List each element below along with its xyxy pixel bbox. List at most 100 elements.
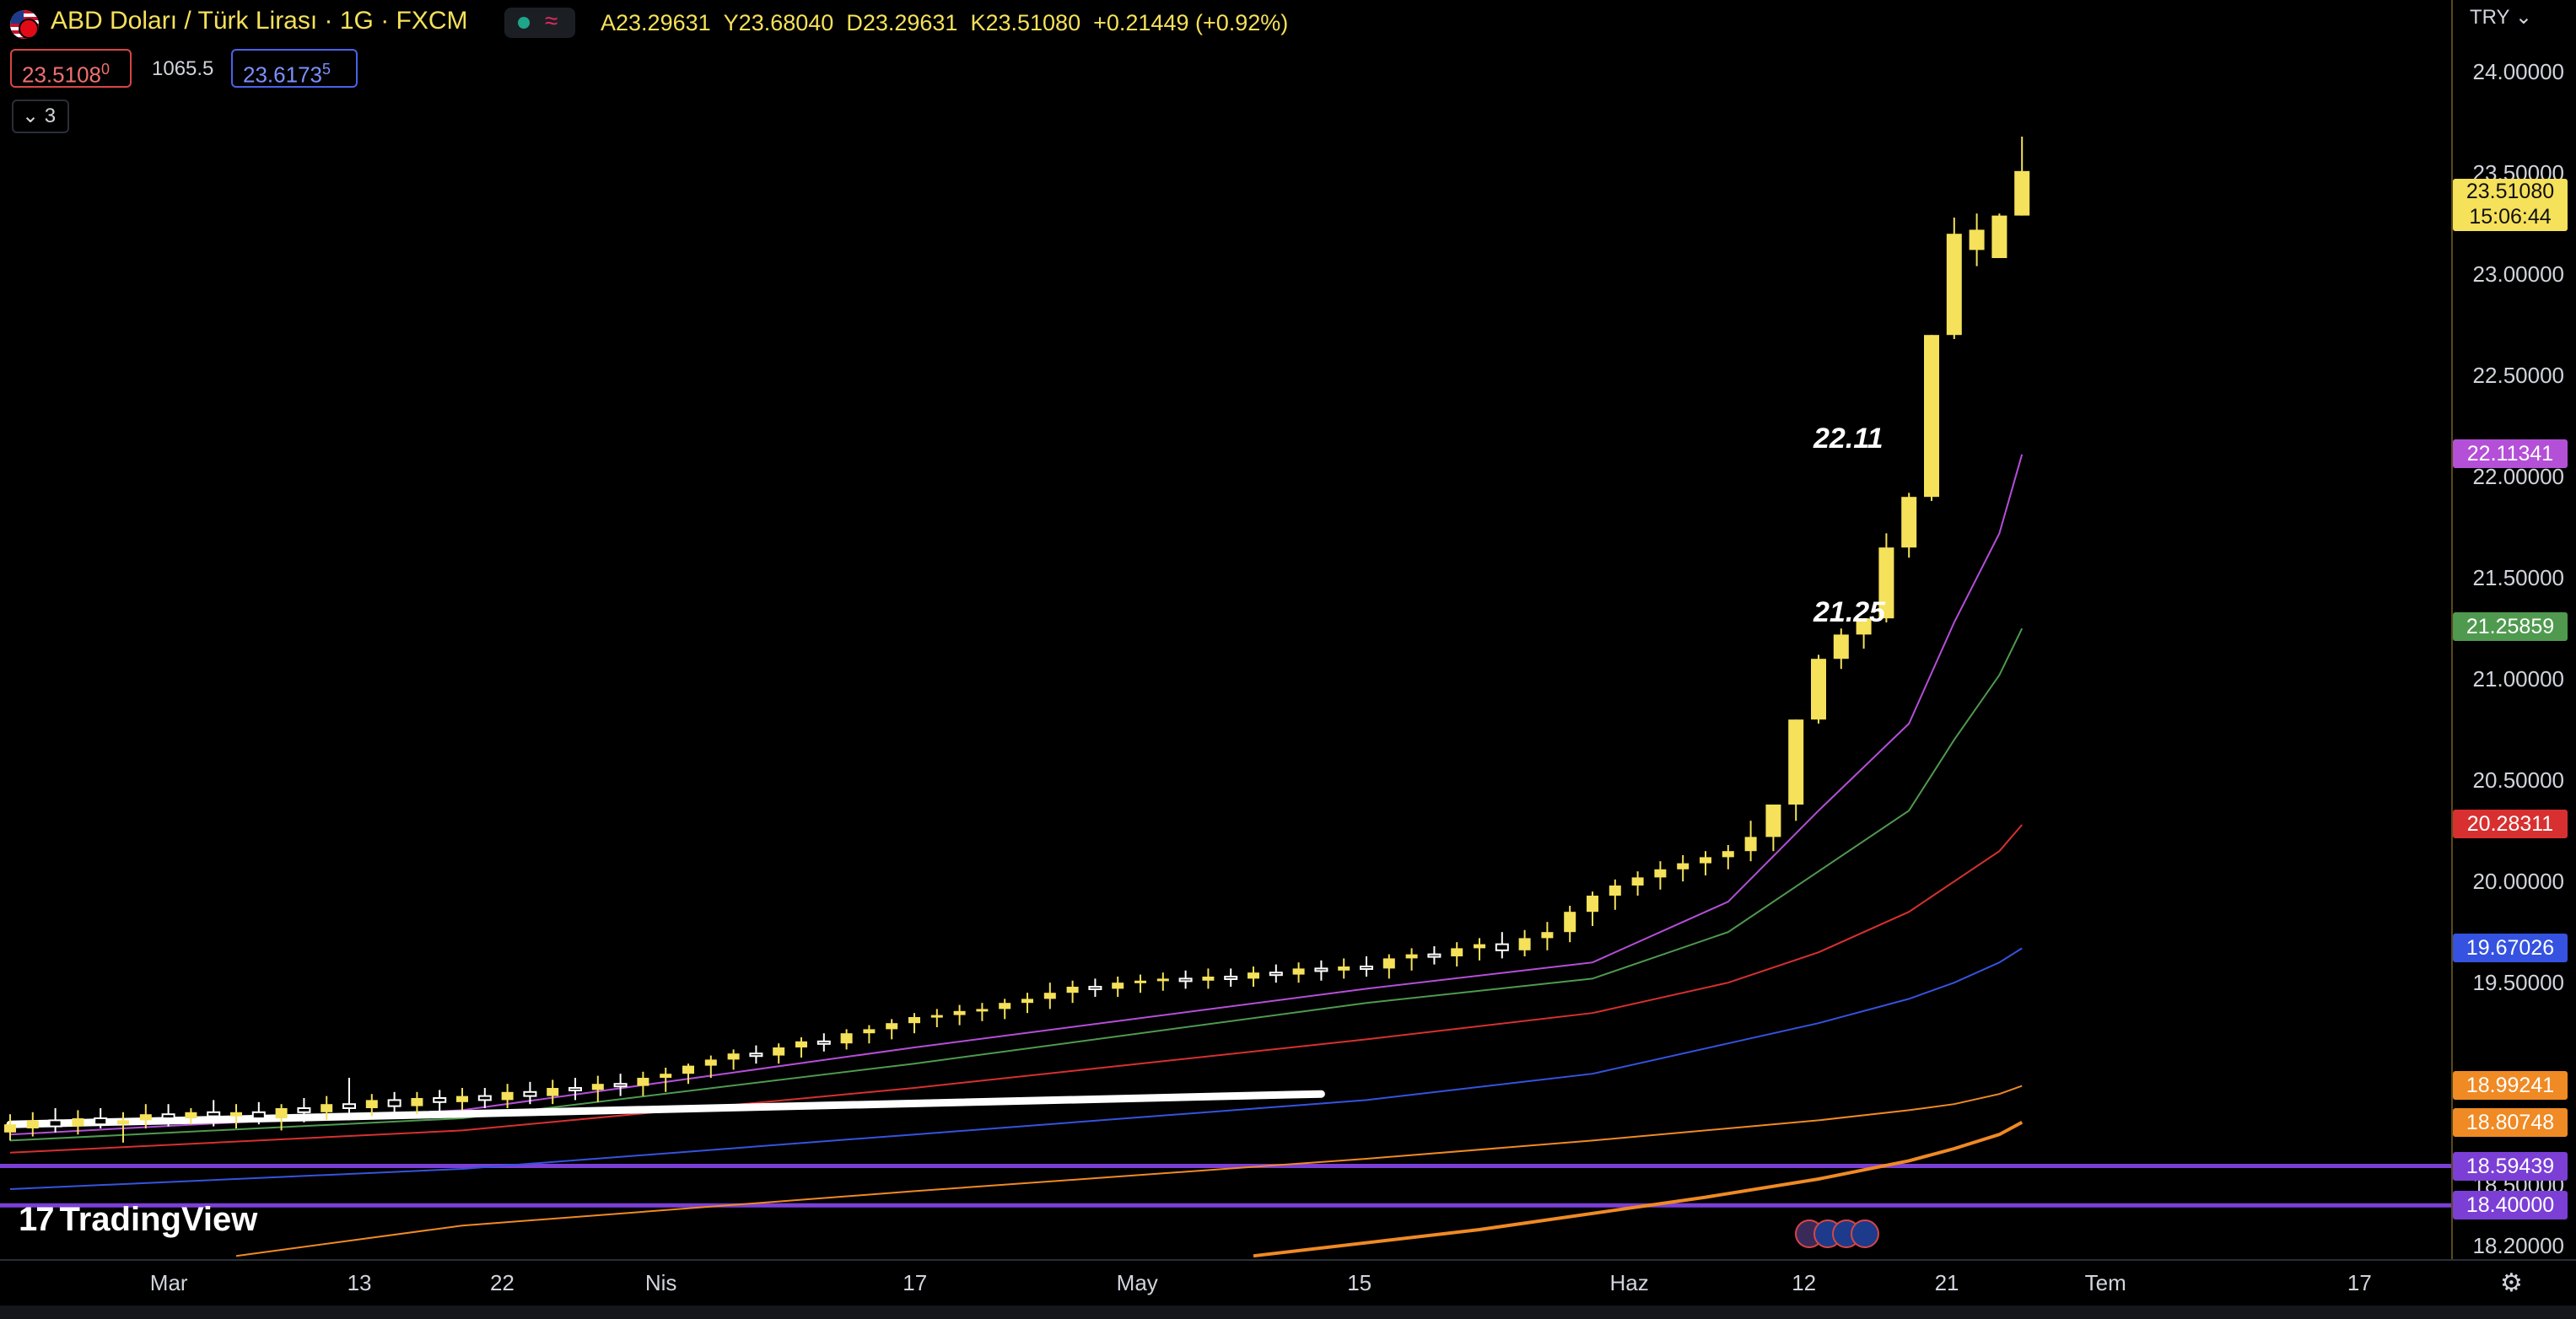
candle-body	[1788, 719, 1804, 805]
candle-body	[1178, 977, 1193, 983]
candle-body	[1833, 634, 1849, 660]
usd-try-flag-icon	[10, 10, 39, 39]
event-flag-icon[interactable]	[1851, 1219, 1879, 1248]
current-price-tag: 23.51080 15:06:44	[2453, 179, 2568, 231]
bottom-toolbar	[0, 1306, 2576, 1319]
candle-body	[999, 1003, 1011, 1009]
candle-body	[749, 1053, 763, 1058]
candle-body	[1811, 659, 1826, 720]
economic-events-markers[interactable]	[1795, 1219, 1879, 1250]
candle-body	[1969, 229, 1985, 250]
candle-body	[1382, 958, 1395, 969]
candle-body	[1451, 948, 1463, 956]
candle-body	[1631, 877, 1644, 886]
symbol-title[interactable]: ABD Doları / Türk Lirası · 1G · FXCM	[51, 7, 468, 35]
candle-body	[477, 1095, 492, 1101]
candle-body	[1924, 335, 1939, 498]
candle-body	[456, 1096, 468, 1102]
candle-body	[321, 1104, 333, 1112]
candle-body	[297, 1107, 311, 1113]
candle-body	[1765, 805, 1781, 837]
candle-body	[863, 1029, 876, 1034]
candle-body	[1654, 869, 1667, 878]
moving-average-line	[9, 454, 2024, 1136]
candle-body	[1021, 999, 1033, 1004]
candle-body	[230, 1112, 242, 1117]
y-tick-label: 18.20000	[2472, 1233, 2564, 1259]
trend-line	[6, 1090, 1325, 1128]
moving-average-line	[9, 947, 2023, 1190]
x-tick-label: Nis	[644, 1270, 677, 1295]
y-tick-label: 22.50000	[2472, 363, 2564, 389]
x-tick-label: 17	[903, 1270, 928, 1295]
candle-body	[1405, 954, 1418, 959]
candle-body	[1112, 983, 1124, 989]
candle-body	[1946, 234, 1962, 336]
price-level-tag: 22.11341	[2453, 439, 2568, 468]
candle-body	[161, 1113, 175, 1119]
buy-button[interactable]: 23.61735	[231, 49, 358, 88]
candle-body	[387, 1099, 401, 1107]
candle-body	[908, 1017, 920, 1024]
price-level-tag: 18.59439	[2453, 1151, 2568, 1181]
x-tick-label: 12	[1792, 1270, 1817, 1295]
candle-body	[886, 1023, 898, 1030]
candle-body	[1700, 857, 1711, 864]
x-tick-label: Tem	[2084, 1270, 2126, 1295]
market-status-badge[interactable]: ≈	[504, 8, 575, 38]
price-level-tag: 18.80748	[2453, 1108, 2568, 1138]
line-value-annotation: 21.25	[1813, 596, 1886, 629]
candle-body	[117, 1120, 129, 1125]
y-tick-label: 21.00000	[2472, 666, 2564, 692]
candle-body	[1744, 837, 1757, 852]
candle-body	[816, 1040, 831, 1045]
chart-settings-gear-icon[interactable]: ⚙	[2500, 1269, 2523, 1297]
y-tick-label: 24.00000	[2472, 59, 2564, 85]
y-tick-label: 21.50000	[2472, 565, 2564, 591]
x-tick-label: 21	[1934, 1270, 1959, 1295]
chevron-down-icon: ⌄	[22, 105, 40, 127]
y-tick-label: 20.00000	[2472, 869, 2564, 895]
indicators-collapse-button[interactable]: ⌄ 3	[12, 100, 69, 133]
candle-body	[2014, 170, 2030, 216]
candle-body	[773, 1047, 785, 1056]
x-tick-label: May	[1116, 1270, 1158, 1295]
candle-body	[591, 1084, 604, 1090]
sell-button[interactable]: 23.51080	[10, 49, 132, 88]
y-tick-label: 19.50000	[2472, 970, 2564, 996]
x-tick-label: 15	[1347, 1270, 1372, 1295]
candle-body	[1202, 977, 1215, 981]
moving-average-line	[235, 1085, 2023, 1257]
candle-body	[365, 1100, 378, 1108]
candle-body	[1088, 986, 1102, 990]
candle-body	[1292, 968, 1305, 975]
candle-body	[207, 1111, 221, 1117]
candle-body	[1474, 944, 1485, 949]
candle-body	[1338, 966, 1350, 971]
candle-body	[251, 1111, 266, 1120]
candle-body	[1360, 966, 1373, 970]
ohlc-readout: A23.29631 Y23.68040 D23.29631 K23.51080 …	[601, 10, 1289, 35]
x-tick-label: 13	[347, 1270, 372, 1295]
candle-body	[501, 1091, 514, 1101]
market-open-icon	[518, 17, 530, 29]
candle-body	[1156, 978, 1169, 982]
candle-body	[72, 1118, 84, 1127]
moving-average-line	[9, 824, 2023, 1154]
tradingview-logo[interactable]: 17 TradingView	[19, 1201, 258, 1238]
currency-selector[interactable]: TRY ⌄	[2470, 6, 2532, 29]
candle-body	[547, 1088, 559, 1096]
candle-body	[139, 1114, 152, 1121]
candle-body	[660, 1074, 672, 1078]
candle-body	[4, 1124, 16, 1133]
candle-body	[637, 1078, 649, 1086]
candle-body	[275, 1108, 288, 1118]
candle-body	[1856, 618, 1872, 635]
y-tick-label: 22.00000	[2472, 464, 2564, 490]
candle-body	[342, 1103, 356, 1109]
candle-body	[1224, 976, 1238, 980]
candle-body	[682, 1065, 694, 1074]
candle-body	[1314, 967, 1328, 972]
price-level-tag: 19.67026	[2453, 934, 2568, 963]
